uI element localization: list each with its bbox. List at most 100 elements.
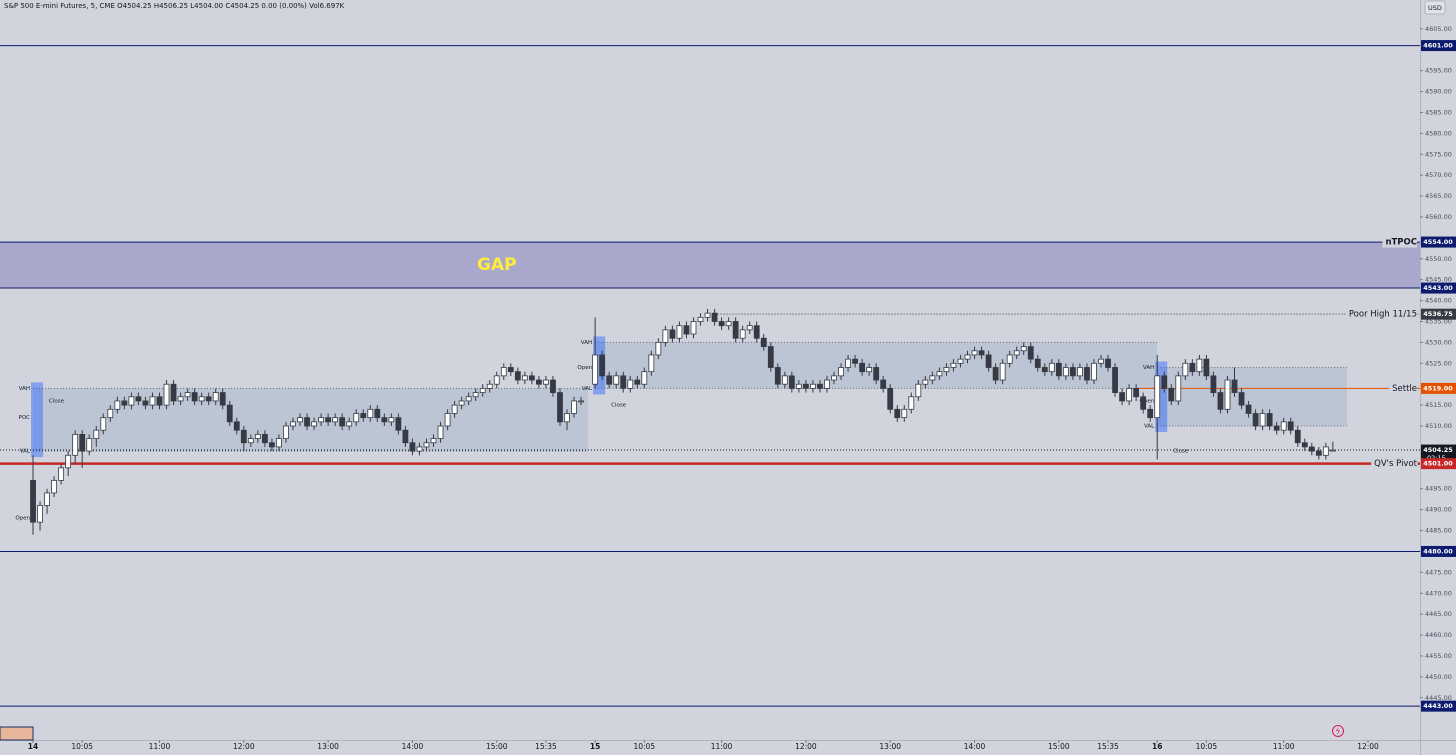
candle-body (606, 375, 613, 385)
y-tick-label: 4510.00 (1425, 422, 1452, 430)
candle-body (810, 383, 816, 389)
candle-body (346, 421, 353, 427)
profile-label: VAH (1143, 365, 1154, 371)
candle-body (240, 429, 247, 444)
candle-body (226, 404, 233, 423)
candle-body (311, 421, 317, 427)
gap-label: GAP (477, 255, 517, 275)
candle-body (634, 379, 641, 385)
candle-body (37, 505, 43, 523)
candle-body (838, 367, 844, 377)
candle-body (261, 433, 268, 444)
lightning-icon[interactable] (1332, 725, 1344, 737)
candle-body (852, 358, 858, 364)
corner-widget[interactable] (0, 726, 34, 741)
candle-body (620, 375, 627, 389)
x-tick-label: 11:00 (711, 742, 733, 751)
x-tick-label: 10:05 (633, 742, 655, 751)
candle-body (985, 354, 992, 368)
candle-body (753, 325, 760, 339)
candle-body (297, 417, 303, 423)
x-tick-label: 11:00 (1273, 742, 1295, 751)
candle-body (107, 408, 114, 419)
candle-body (817, 383, 823, 389)
candle-body (592, 354, 599, 385)
y-tick-label: 4490.00 (1425, 506, 1452, 514)
candle-body (514, 371, 521, 381)
level-name: Poor High 11/15 (1349, 310, 1417, 320)
lightning-bolt (1336, 727, 1340, 735)
price-label-box (1421, 458, 1456, 470)
y-tick-label: 4585.00 (1425, 108, 1452, 116)
y-tick-label: 4450.00 (1425, 673, 1452, 681)
price-label: 4601.00 (1423, 42, 1453, 50)
y-tick-label: 4590.00 (1425, 88, 1452, 96)
candle-body (992, 367, 999, 381)
candle-body (957, 358, 964, 364)
candle-body (205, 396, 212, 402)
candle-body (51, 479, 58, 494)
value-area (33, 388, 589, 452)
candle-body (1084, 367, 1090, 381)
candle-body (177, 396, 184, 402)
candle-body (290, 421, 296, 427)
candle-body (1091, 362, 1097, 381)
candle-body (1077, 367, 1083, 377)
candle-body (641, 371, 648, 385)
candle-body (233, 421, 240, 431)
y-tick-label: 4460.00 (1425, 631, 1452, 639)
candle-body (191, 392, 198, 402)
candle-body (65, 454, 72, 469)
candle-body (732, 321, 739, 339)
candle-body (550, 379, 556, 393)
candle-body (1259, 413, 1266, 427)
candle-body (676, 325, 683, 339)
profile-label: Open (1140, 398, 1155, 404)
header: S&P 500 E-mini Futures, 5, CME O4504.25 … (4, 2, 345, 10)
change: 0.00 (0.00%) (261, 2, 307, 10)
x-tick-label: 12:00 (795, 742, 817, 751)
candle-body (536, 379, 542, 385)
candle-body (922, 379, 929, 385)
candle-body (1210, 375, 1217, 393)
candle-body (662, 329, 669, 343)
profile-label: VAH (581, 340, 592, 346)
candle-body (479, 387, 486, 393)
x-tick-label: 13:00 (317, 742, 339, 751)
candle-body (44, 492, 50, 506)
profile-label: VAL (582, 386, 593, 392)
candle-body (1112, 367, 1118, 393)
profile-label: VAL (1144, 424, 1155, 430)
x-tick-label: 13:00 (879, 742, 901, 751)
candle-body (493, 375, 500, 385)
candle-body (1294, 429, 1301, 444)
candle-body (114, 400, 121, 410)
candle-body (648, 354, 655, 373)
candle-body (388, 417, 395, 423)
candle-body (1280, 421, 1287, 431)
price-label-box (1421, 282, 1456, 294)
candle-body (613, 375, 620, 385)
x-tick-label: 10:05 (1196, 742, 1218, 751)
candle-body (100, 417, 107, 431)
candle-body (711, 312, 718, 322)
y-tick-label: 4580.00 (1425, 129, 1452, 137)
candle-body (1308, 446, 1315, 452)
ohlc: O4504.25 H4506.25 L4504.00 C4504.25 (117, 2, 259, 10)
volume-profile (31, 382, 44, 458)
candle-body (564, 413, 570, 423)
x-tick-label: 14:00 (964, 742, 986, 751)
candle-body (1020, 346, 1027, 352)
candle-body (1217, 392, 1224, 410)
price-label-box (1421, 444, 1456, 463)
candle-body (444, 413, 451, 427)
candle-body (697, 316, 704, 322)
candle-body (128, 396, 135, 406)
candle-body (1013, 350, 1020, 356)
candle-body (1034, 358, 1041, 368)
candle-body (683, 325, 690, 335)
candle-body (212, 392, 219, 402)
candle-body (578, 400, 584, 403)
candle-body (915, 383, 922, 398)
